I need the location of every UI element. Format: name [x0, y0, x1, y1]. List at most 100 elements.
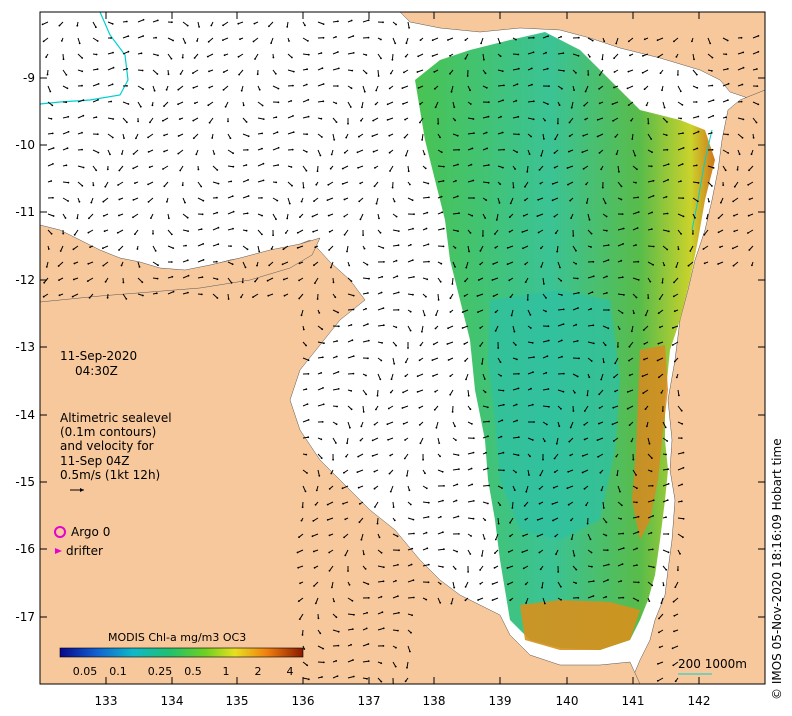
velocity-arrow-head: [434, 106, 437, 109]
velocity-arrow-head: [153, 89, 156, 92]
velocity-arrow-head: [738, 153, 741, 156]
velocity-arrow-head: [470, 467, 473, 470]
velocity-arrow-head: [349, 426, 351, 429]
velocity-arrow-head: [551, 183, 554, 185]
velocity-arrow-head: [360, 538, 363, 541]
velocity-arrow-head: [518, 133, 520, 136]
velocity-arrow-head: [539, 474, 542, 477]
velocity-arrow-head: [322, 100, 325, 103]
velocity-arrow-head: [343, 233, 346, 236]
velocity-arrow: [407, 597, 414, 599]
velocity-arrow: [406, 469, 409, 476]
velocity-arrow: [77, 181, 83, 187]
velocity-arrow-head: [281, 263, 284, 266]
velocity-arrow: [312, 213, 319, 217]
velocity-arrow: [481, 549, 484, 556]
velocity-arrow-head: [692, 233, 694, 235]
velocity-arrow: [677, 517, 684, 520]
velocity-arrow: [422, 181, 429, 184]
velocity-arrow-head: [148, 166, 151, 169]
velocity-arrow: [584, 405, 589, 412]
velocity-arrow-head: [171, 275, 174, 278]
velocity-arrow: [62, 69, 67, 76]
velocity-arrow-head: [562, 323, 565, 325]
velocity-arrow-head: [88, 217, 90, 220]
velocity-arrow: [542, 35, 549, 39]
velocity-arrow-head: [141, 281, 144, 284]
velocity-arrow-head: [402, 422, 405, 425]
velocity-arrow-head: [551, 199, 554, 202]
velocity-arrow-head: [97, 151, 100, 154]
velocity-arrow: [617, 228, 624, 231]
velocity-arrow: [88, 213, 94, 219]
velocity-arrow: [677, 213, 684, 217]
velocity-arrow-head: [592, 595, 595, 597]
velocity-arrow-head: [695, 73, 698, 76]
velocity-arrow-head: [656, 680, 659, 682]
velocity-arrow-head: [305, 169, 308, 172]
velocity-arrow: [347, 355, 354, 359]
velocity-arrow: [703, 245, 709, 250]
velocity-arrow-head: [485, 451, 487, 454]
velocity-arrow-head: [247, 135, 250, 138]
velocity-arrow-head: [123, 137, 125, 140]
velocity-arrow-head: [665, 453, 667, 456]
velocity-arrow: [537, 517, 544, 521]
velocity-arrow-head: [541, 586, 543, 589]
velocity-arrow: [242, 133, 249, 137]
velocity-arrow-head: [335, 36, 337, 38]
velocity-arrow-head: [45, 266, 48, 268]
velocity-arrow-head: [495, 219, 498, 221]
velocity-arrow: [647, 195, 654, 199]
velocity-arrow-head: [502, 166, 504, 169]
velocity-arrow-head: [222, 39, 224, 41]
velocity-arrow-head: [484, 391, 487, 394]
velocity-arrow-head: [404, 375, 407, 378]
velocity-arrow-head: [223, 54, 226, 57]
velocity-arrow: [147, 181, 154, 185]
velocity-arrow-head: [456, 483, 459, 486]
velocity-arrow-head: [748, 249, 751, 251]
velocity-arrow-head: [306, 664, 309, 667]
velocity-arrow-head: [356, 151, 359, 154]
velocity-arrow-head: [322, 661, 325, 664]
velocity-arrow-head: [58, 294, 61, 297]
velocity-arrow: [707, 181, 713, 187]
y-axis: -9-10-11-12-13-14-15-16-17: [15, 71, 765, 624]
velocity-arrow-head: [575, 582, 577, 584]
velocity-arrow-head: [67, 115, 70, 118]
velocity-arrow-head: [270, 247, 273, 250]
velocity-arrow: [435, 421, 439, 428]
velocity-arrow-head: [666, 121, 668, 123]
velocity-arrow-head: [656, 39, 659, 42]
velocity-arrow-head: [742, 118, 745, 121]
velocity-arrow-head: [605, 215, 608, 218]
velocity-arrow: [586, 389, 589, 396]
velocity-arrow-head: [663, 106, 666, 109]
velocity-arrow-head: [332, 458, 334, 461]
velocity-arrow-head: [314, 246, 317, 249]
velocity-arrow-head: [725, 116, 727, 119]
velocity-arrow-head: [253, 22, 256, 25]
velocity-arrow-head: [667, 230, 670, 233]
velocity-arrow-head: [306, 472, 308, 474]
velocity-arrow-head: [464, 57, 467, 60]
velocity-arrow-head: [252, 296, 254, 298]
velocity-arrow: [347, 309, 354, 311]
velocity-arrow-head: [442, 531, 444, 534]
velocity-arrow-head: [284, 232, 287, 234]
velocity-arrow-head: [628, 345, 631, 348]
velocity-arrow-head: [418, 359, 421, 362]
velocity-arrow: [227, 149, 234, 154]
velocity-arrow-head: [313, 566, 316, 569]
velocity-arrow-head: [156, 73, 159, 75]
velocity-arrow-head: [507, 551, 510, 553]
velocity-arrow-head: [261, 233, 263, 236]
velocity-arrow-head: [491, 279, 494, 281]
velocity-arrow-head: [548, 405, 550, 408]
velocity-arrow-head: [649, 280, 652, 283]
velocity-arrow-head: [673, 614, 676, 617]
velocity-arrow-head: [126, 85, 128, 87]
velocity-arrow-head: [321, 676, 323, 678]
velocity-arrow-head: [343, 198, 346, 201]
